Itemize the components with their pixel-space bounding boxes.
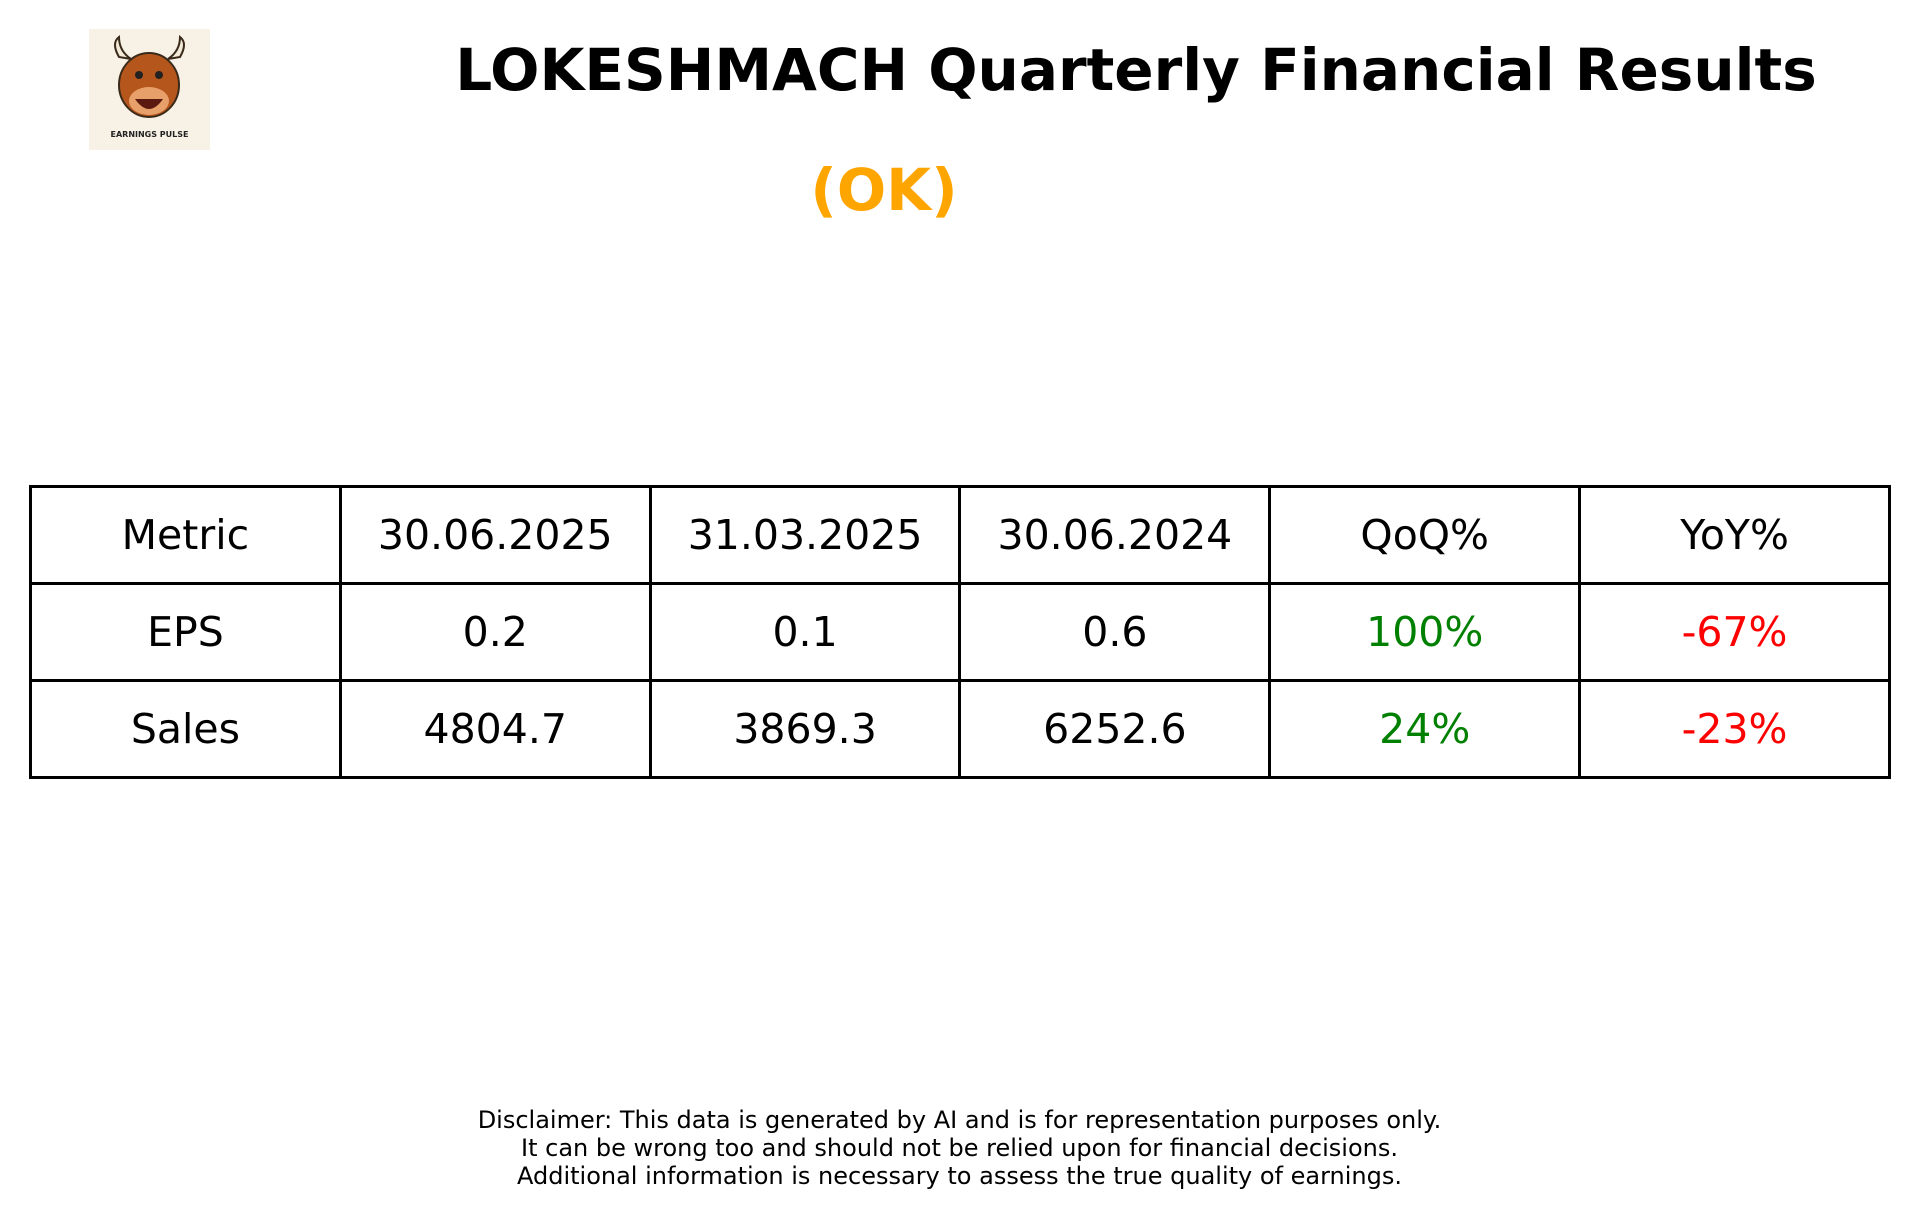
value-cell: 4804.7 [338,679,652,779]
header-cell: 31.03.2025 [648,485,962,585]
header-cell: QoQ% [1268,485,1582,585]
value-cell: 0.6 [958,582,1272,682]
subtitle: (OK) [810,156,958,224]
value-cell: 0.2 [338,582,652,682]
header-cell: YoY% [1578,485,1891,585]
logo-horns [114,34,185,60]
logo-eye [155,71,163,79]
logo-text: EARNINGS PULSE [111,130,189,139]
logo: EARNINGS PULSE [89,29,210,150]
value-cell: 0.1 [648,582,962,682]
disclaimer-line: Additional information is necessary to a… [516,1162,1402,1190]
value-cell: 3869.3 [648,679,962,779]
metric-cell: Sales [29,679,342,779]
header-cell: 30.06.2025 [338,485,652,585]
table-row: Sales 4804.7 3869.3 6252.6 24% -23% [29,679,1891,779]
change-cell: 100% [1268,582,1582,682]
table-row: EPS 0.2 0.1 0.6 100% -67% [29,582,1891,682]
value-cell: 6252.6 [958,679,1272,779]
logo-mouth [135,99,163,109]
header-row: Metric 30.06.2025 31.03.2025 30.06.2024 … [29,485,1891,585]
change-cell: 24% [1268,679,1582,779]
metric-cell: EPS [29,582,342,682]
disclaimer: Disclaimer: This data is generated by AI… [0,1106,1919,1190]
header-cell: 30.06.2024 [958,485,1272,585]
title: LOKESHMACH Quarterly Financial Results [455,36,1817,104]
results-table: Metric 30.06.2025 31.03.2025 30.06.2024 … [29,485,1891,779]
disclaimer-line: Disclaimer: This data is generated by AI… [477,1106,1442,1134]
header-cell: Metric [29,485,342,585]
change-cell: -23% [1578,679,1891,779]
disclaimer-line: It can be wrong too and should not be re… [521,1134,1398,1162]
logo-eye [135,71,143,79]
change-cell: -67% [1578,582,1891,682]
